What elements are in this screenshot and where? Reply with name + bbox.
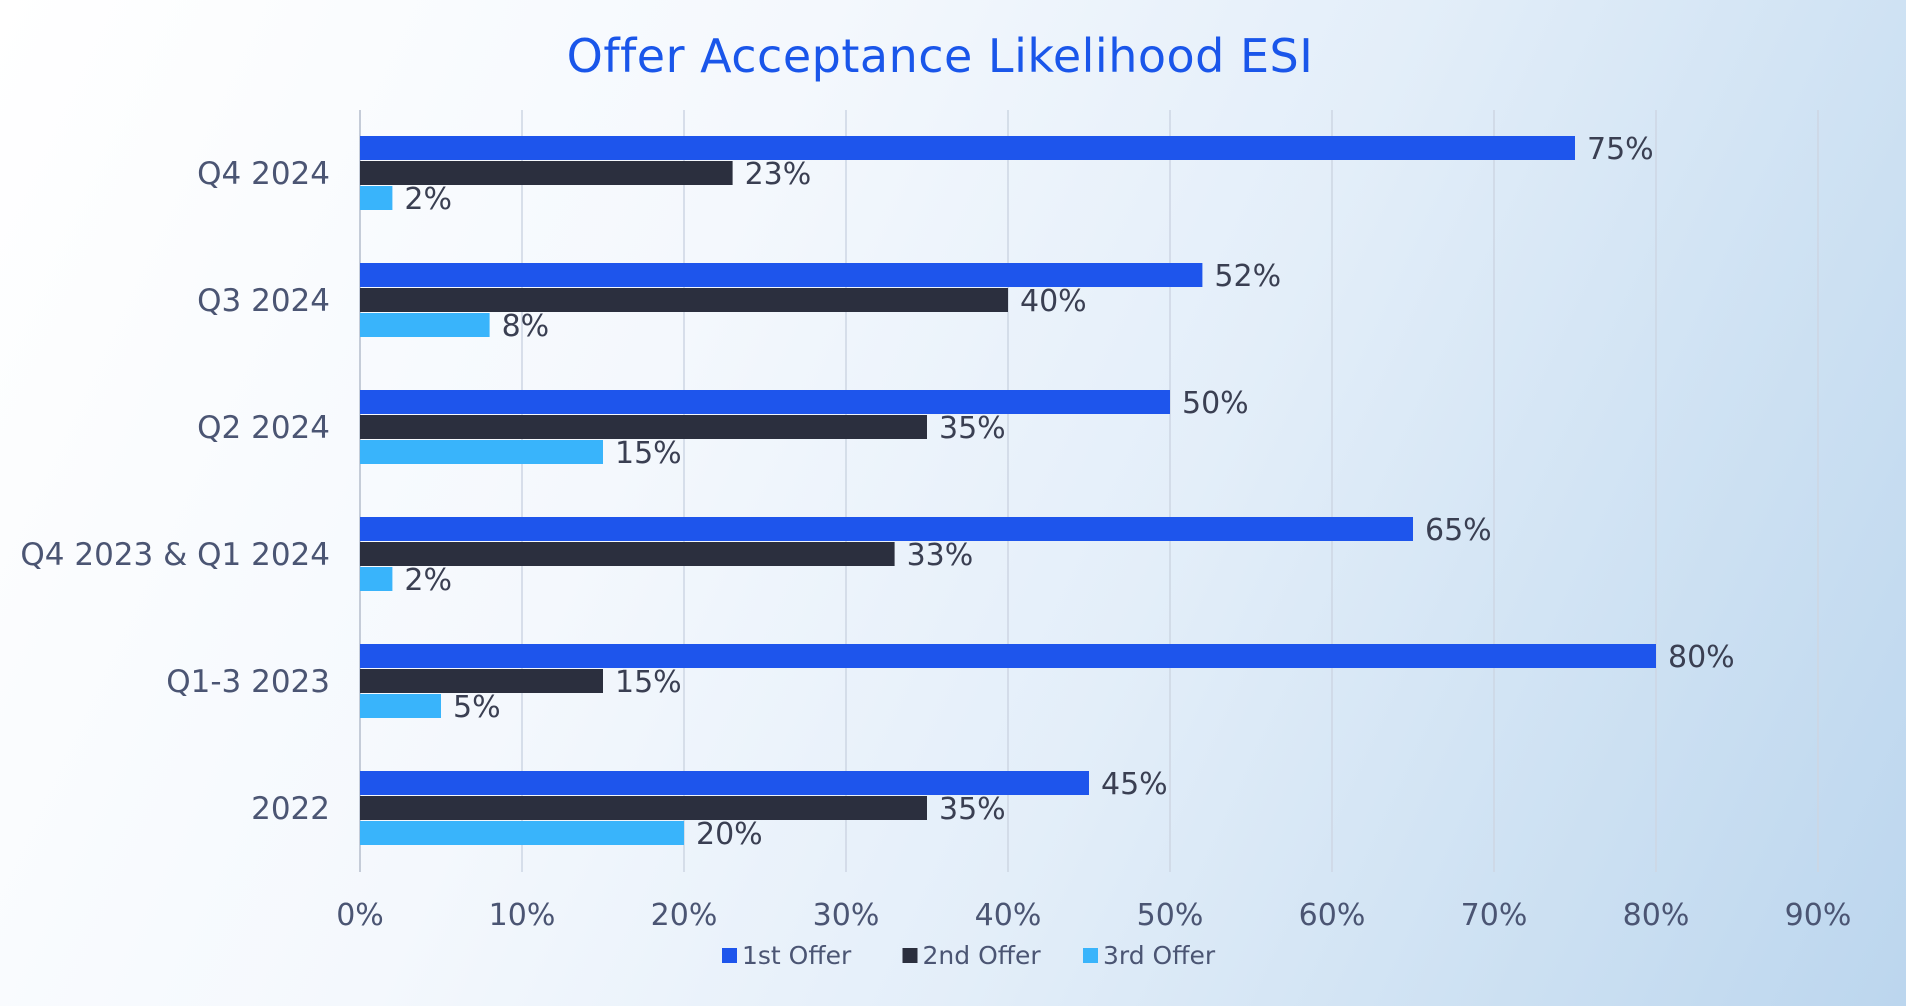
x-tick-label: 30% [813,898,880,933]
data-label: 20% [696,817,763,852]
bar-3rd-offer [360,694,441,718]
data-label: 50% [1182,386,1249,421]
legend-swatch [722,948,737,963]
x-tick-label: 70% [1461,898,1528,933]
data-label: 5% [453,690,501,725]
x-tick-label: 0% [336,898,384,933]
legend-label: 1st Offer [742,941,852,970]
bar-3rd-offer [360,567,393,591]
data-label: 2% [404,563,452,598]
bar-1st-offer [360,263,1203,287]
y-category-label: Q4 2024 [197,156,330,192]
bar-1st-offer [360,771,1089,795]
legend-swatch [1083,948,1098,963]
bar-1st-offer [360,644,1656,668]
data-label: 35% [939,792,1006,827]
data-label: 80% [1668,640,1735,675]
x-tick-label: 40% [975,898,1042,933]
x-tick-label: 60% [1299,898,1366,933]
y-category-label: Q2 2024 [197,410,330,446]
data-label: 33% [907,538,974,573]
bar-2nd-offer [360,796,927,820]
bar-3rd-offer [360,440,603,464]
y-category-label: Q4 2023 & Q1 2024 [20,537,330,573]
bar-3rd-offer [360,821,684,845]
bars [360,136,1656,845]
bar-2nd-offer [360,161,733,185]
data-label: 52% [1214,259,1281,294]
data-label: 45% [1101,767,1168,802]
legend: 1st Offer 2nd Offer 3rd Offer [722,941,1216,970]
x-tick-label: 10% [489,898,556,933]
bar-2nd-offer [360,542,895,566]
y-category-label: Q1-3 2023 [166,664,330,700]
legend-label: 2nd Offer [923,941,1042,970]
bar-2nd-offer [360,669,603,693]
bar-3rd-offer [360,313,490,337]
data-label: 23% [745,157,812,192]
data-labels: 75% 23% 2% 52% 40% 8% 50% 35% 15% 65% 33% 2% 80% 15% 5… [404,132,1734,852]
bar-1st-offer [360,517,1413,541]
data-label: 15% [615,436,682,471]
bar-3rd-offer [360,186,393,210]
legend-swatch [902,948,918,963]
bar-1st-offer [360,136,1575,160]
y-axis: Q4 2024 Q3 2024 Q2 2024 Q4 2023 & Q1 2024 Q1… [20,156,330,827]
x-tick-label: 80% [1623,898,1690,933]
gridlines [359,110,1819,872]
x-tick-label: 90% [1785,898,1852,933]
bar-2nd-offer [360,288,1008,312]
chart-title: Offer Acceptance Likelihood ESI [567,29,1314,83]
x-axis: 0% 10% 20% 30% 40% 50% 60% 70% 80% 90% [336,898,1851,933]
x-tick-label: 20% [651,898,718,933]
y-category-label: 2022 [251,791,330,827]
data-label: 2% [404,182,452,217]
y-category-label: Q3 2024 [197,283,330,319]
bar-1st-offer [360,390,1170,414]
x-tick-label: 50% [1137,898,1204,933]
data-label: 40% [1020,284,1087,319]
data-label: 65% [1425,513,1492,548]
data-label: 15% [615,665,682,700]
data-label: 75% [1587,132,1654,167]
bar-2nd-offer [360,415,927,439]
data-label: 8% [502,309,550,344]
legend-label: 3rd Offer [1103,941,1216,970]
data-label: 35% [939,411,1006,446]
